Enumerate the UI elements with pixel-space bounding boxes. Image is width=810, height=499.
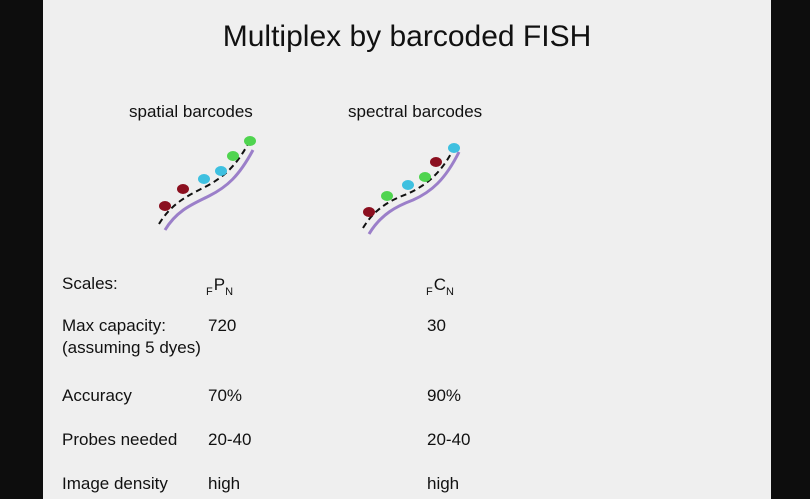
barcode-dot [198, 174, 210, 184]
row-label-max-capacity: Max capacity: [62, 316, 166, 335]
barcode-dot [419, 172, 431, 182]
slide: Multiplex by barcoded FISH spatial barco… [43, 0, 771, 499]
barcode-dot [215, 166, 227, 176]
scales-spectral-symbol: C [433, 275, 447, 294]
row-label-scales: Scales: [62, 274, 118, 293]
row-label-image-density: Image density [62, 474, 168, 493]
scales-spatial-value: FPN [206, 274, 233, 298]
probe-strand [367, 151, 461, 235]
row-label-max-capacity-note: (assuming 5 dyes) [62, 338, 201, 357]
spatial-barcodes-label: spatial barcodes [129, 102, 253, 121]
probe-strand [163, 149, 255, 231]
image-density-spatial-value: high [208, 474, 241, 493]
spectral-barcodes-label: spectral barcodes [348, 102, 483, 121]
target-strand [158, 143, 249, 225]
row-label-probes-needed: Probes needed [62, 430, 178, 449]
prefix-subscript: F [426, 286, 433, 298]
probes-needed-spatial-value: 20-40 [208, 430, 252, 449]
target-strand [362, 147, 455, 229]
barcode-dot [381, 191, 393, 201]
spectral-barcode-diagram [362, 143, 461, 235]
scales-spatial-symbol: P [213, 275, 226, 294]
accuracy-spatial-value: 70% [208, 386, 243, 405]
spatial-barcode-diagram [158, 136, 256, 231]
barcode-dot [430, 157, 442, 167]
barcode-dot [448, 143, 460, 153]
max-capacity-spatial-value: 720 [208, 316, 237, 335]
barcode-dot [363, 207, 375, 217]
suffix-subscript: N [225, 286, 234, 298]
barcode-dot [177, 184, 189, 194]
barcode-dot [159, 201, 171, 211]
accuracy-spectral-value: 90% [427, 386, 462, 405]
image-density-spectral-value: high [427, 474, 460, 493]
row-label-accuracy: Accuracy [62, 386, 132, 405]
scales-spectral-value: FCN [426, 274, 454, 298]
probes-needed-spectral-value: 20-40 [427, 430, 471, 449]
suffix-subscript: N [446, 286, 454, 298]
barcode-dot [227, 151, 239, 161]
prefix-subscript: F [206, 286, 213, 298]
max-capacity-spectral-value: 30 [427, 316, 446, 335]
barcode-dot [402, 180, 414, 190]
slide-title: Multiplex by barcoded FISH [222, 20, 592, 53]
barcode-dot [244, 136, 256, 146]
